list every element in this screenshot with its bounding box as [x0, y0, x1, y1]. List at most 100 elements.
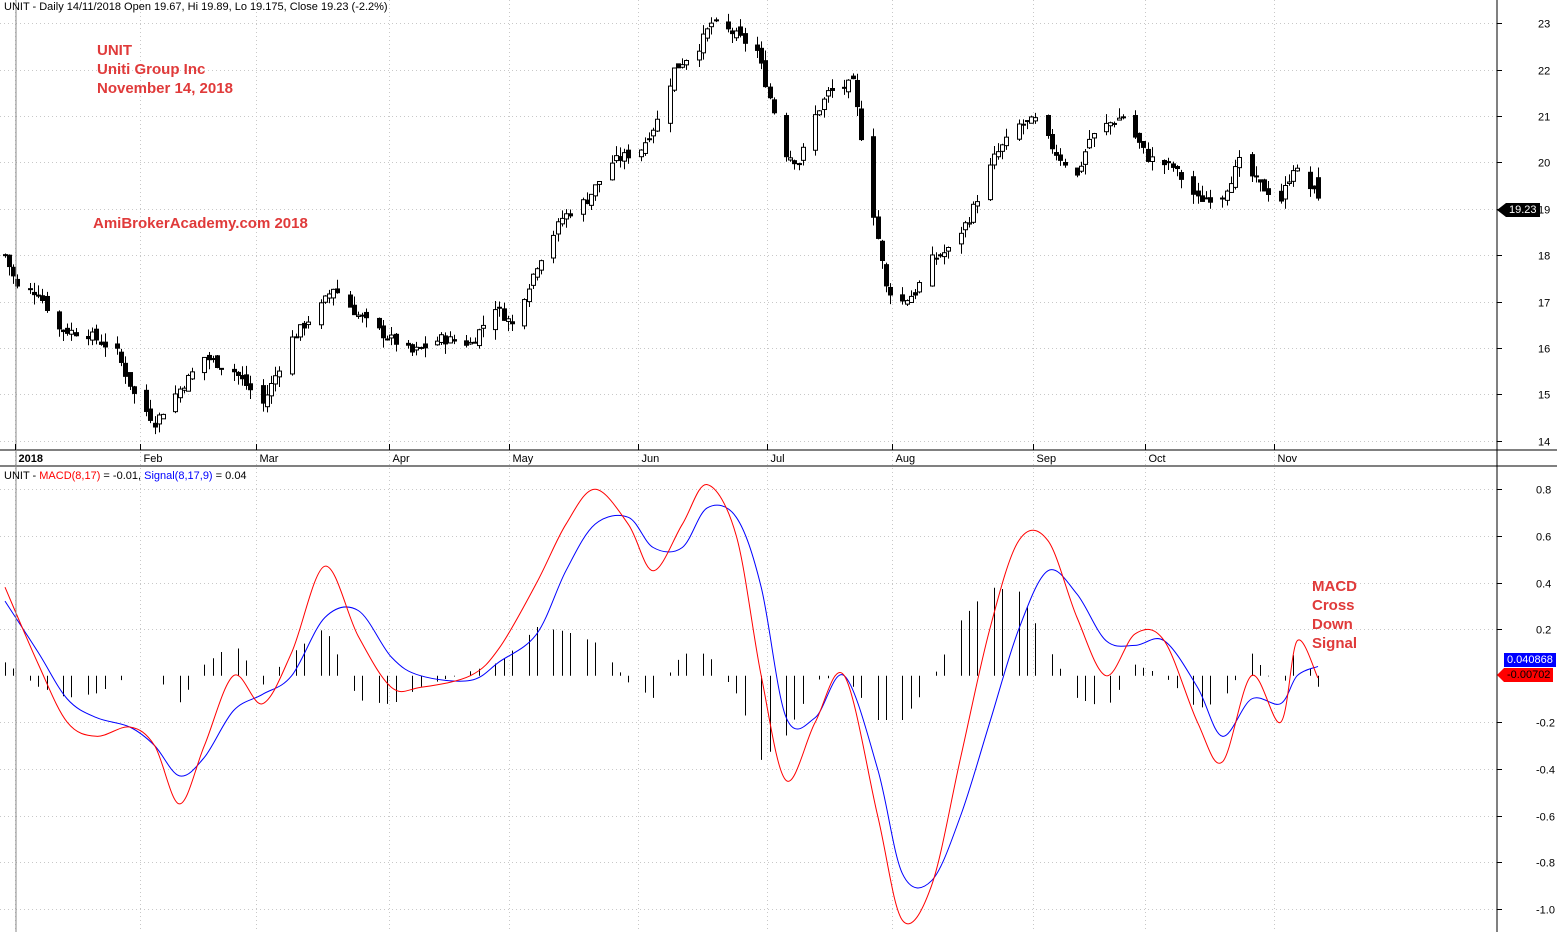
candle-body	[290, 336, 295, 375]
macd-note-line-4: Signal	[1312, 635, 1358, 652]
candle-body	[1046, 115, 1051, 137]
candle-body	[1291, 170, 1296, 182]
candle-body	[930, 254, 935, 287]
candle-body	[244, 374, 249, 386]
month-label: Mar	[260, 453, 279, 465]
candle-body	[86, 335, 91, 340]
candle-body	[477, 329, 482, 347]
candle-body	[643, 142, 648, 154]
month-label: Feb	[144, 453, 163, 465]
candle-body	[502, 308, 507, 321]
candle-body	[448, 336, 453, 344]
candle-body	[298, 324, 303, 338]
candle-body	[792, 160, 797, 165]
candle-body	[57, 311, 62, 330]
candle-body	[190, 371, 195, 380]
candle-body	[992, 153, 997, 166]
candle-body	[884, 264, 889, 287]
price-header: UNIT - Daily 14/11/2018 Open 19.67, Hi 1…	[4, 1, 388, 13]
candle-body	[942, 252, 947, 258]
candle-body	[28, 288, 33, 291]
candle-body	[618, 156, 623, 161]
price-tick-label: 19	[1538, 205, 1550, 217]
candle-body	[207, 354, 212, 361]
candle-body	[356, 314, 361, 317]
month-label: Jul	[771, 453, 785, 465]
candle-body	[144, 389, 149, 412]
candle-body	[61, 329, 66, 333]
candle-body	[348, 294, 353, 308]
candle-body	[1229, 183, 1234, 193]
candle-body	[90, 331, 95, 341]
candle-body	[614, 155, 619, 162]
candle-body	[680, 64, 685, 68]
price-tick-label: 18	[1538, 251, 1550, 263]
candle-body	[211, 358, 216, 361]
candle-body	[128, 372, 133, 387]
candle-body	[801, 146, 806, 161]
month-label: Oct	[1149, 453, 1166, 465]
candle-body	[726, 21, 731, 30]
candle-body	[1121, 116, 1126, 119]
ticker-annotation: UNIT Uniti Group Inc November 14, 2018	[97, 41, 233, 98]
last-price-pointer	[1497, 203, 1506, 217]
candle-body	[1262, 179, 1267, 192]
candle-body	[1162, 159, 1167, 166]
candle-body	[265, 394, 270, 408]
candle-body	[585, 199, 590, 205]
month-label: Nov	[1278, 453, 1298, 465]
candle-body	[705, 28, 710, 39]
macd-tick-label: -0.2	[1536, 718, 1555, 730]
candle-body	[7, 254, 12, 268]
candle-body	[3, 254, 8, 257]
candle-body	[1021, 123, 1026, 126]
price-tick-label: 15	[1538, 390, 1550, 402]
candle-body	[464, 340, 469, 346]
signal-value-badge: 0.040868	[1504, 653, 1556, 667]
price-tick-label: 17	[1538, 298, 1550, 310]
macd-note-line-1: MACD	[1312, 578, 1357, 595]
candle-body	[813, 114, 818, 151]
candle-body	[103, 341, 108, 348]
candle-body	[236, 371, 241, 376]
candle-body	[1287, 181, 1292, 184]
candle-body	[1137, 132, 1142, 143]
candle-body	[269, 382, 274, 397]
candle-body	[597, 181, 602, 185]
candle-body	[551, 234, 556, 259]
candle-body	[1112, 122, 1117, 125]
candle-body	[406, 342, 411, 346]
candle-body	[481, 324, 486, 329]
candle-body	[410, 344, 415, 353]
candle-body	[1254, 175, 1259, 178]
signal-line	[4, 504, 1319, 889]
candle-body	[880, 240, 885, 262]
candle-body	[1108, 122, 1113, 127]
candle-body	[1104, 122, 1109, 133]
candle-body	[763, 60, 768, 88]
watermark-label: AmiBrokerAcademy.com 2018	[93, 215, 308, 232]
candle-body	[593, 184, 598, 197]
month-label: Sep	[1037, 453, 1057, 465]
candle-body	[917, 282, 922, 293]
candle-body	[522, 299, 527, 327]
candle-body	[639, 149, 644, 158]
candle-body	[996, 151, 1001, 158]
candle-body	[817, 110, 822, 116]
candle-body	[684, 60, 689, 66]
candle-body	[202, 356, 207, 374]
month-label: Jun	[642, 453, 660, 465]
price-tick-label: 16	[1538, 344, 1550, 356]
macd-line	[4, 484, 1319, 925]
candle-body	[99, 341, 104, 345]
candle-body	[1171, 163, 1176, 168]
candle-body	[123, 362, 128, 377]
candle-body	[622, 152, 627, 162]
candle-body	[959, 232, 964, 245]
candle-body	[439, 334, 444, 343]
candle-body	[94, 328, 99, 341]
candle-body	[394, 333, 399, 345]
candle-body	[1146, 148, 1151, 162]
candle-body	[119, 351, 124, 363]
